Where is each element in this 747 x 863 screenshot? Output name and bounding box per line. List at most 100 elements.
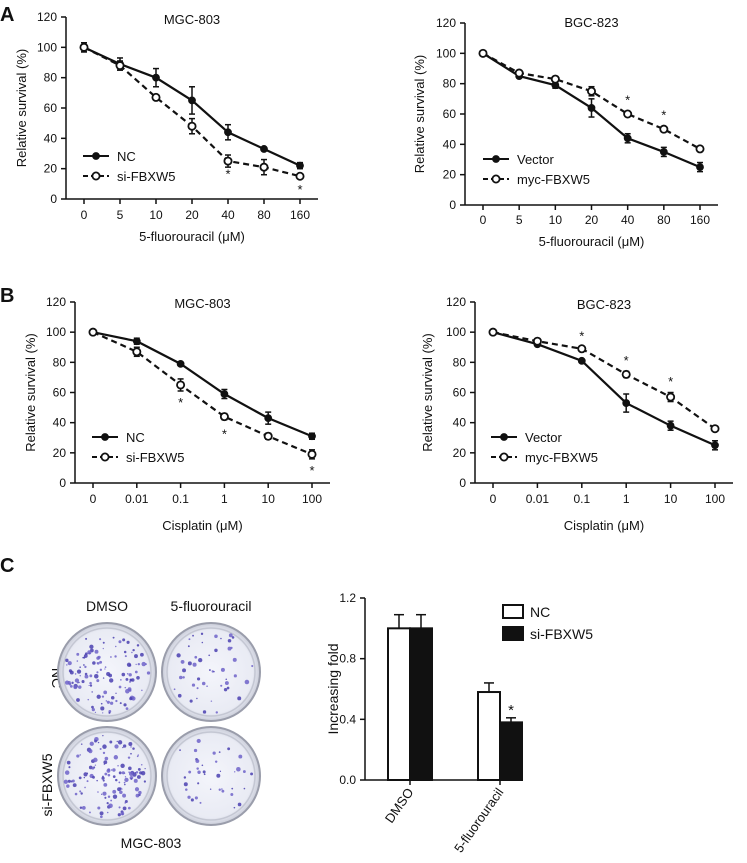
colony [137, 767, 141, 771]
data-point [79, 42, 89, 52]
y-tick-label: 20 [44, 162, 58, 176]
colony [101, 695, 105, 698]
colony [83, 776, 86, 779]
series-line-control [92, 331, 313, 438]
x-tick-label: 10 [549, 213, 563, 227]
colony [76, 754, 80, 758]
legend-label: NC [117, 149, 136, 164]
colony [189, 699, 193, 703]
x-tick-label: 80 [657, 213, 671, 227]
y-tick-label: 120 [446, 295, 466, 309]
colony [87, 650, 92, 655]
x-tick-label: 100 [705, 492, 725, 506]
colony [127, 756, 131, 759]
colony [117, 764, 119, 767]
data-point [176, 380, 186, 390]
colony [107, 773, 111, 777]
colony [103, 763, 106, 765]
colony [123, 783, 126, 786]
y-axis-label: Relative survival (%) [14, 49, 29, 167]
legend-marker [499, 452, 509, 462]
significance-asterisk: * [579, 329, 584, 344]
data-point [260, 145, 268, 153]
colony [126, 640, 130, 644]
colony [231, 787, 234, 790]
colony [101, 776, 105, 780]
y-tick-label: 100 [446, 325, 466, 339]
colony [81, 806, 86, 810]
colony [180, 660, 185, 664]
colony [197, 782, 200, 785]
colony [233, 806, 236, 809]
culture-dish [57, 726, 157, 826]
data-point [623, 109, 633, 119]
colony [99, 811, 104, 816]
panel-label-b: B [0, 285, 14, 307]
colony [93, 739, 96, 741]
x-tick-label: 10 [262, 492, 276, 506]
colony [230, 793, 234, 796]
colony [64, 770, 70, 775]
colony [78, 681, 80, 684]
colony [76, 669, 82, 674]
colony [138, 790, 142, 795]
colony [122, 806, 127, 811]
legend-marker [492, 155, 500, 163]
x-tick-label: 20 [185, 208, 199, 222]
y-axis-label: Relative survival (%) [412, 55, 427, 173]
colony [103, 782, 108, 787]
colony [211, 670, 214, 673]
chart-c-bar: 0.0 0.4 0.8 1.2 Increasing fold DMSO 5-fluorou… [325, 591, 593, 855]
data-point [219, 412, 229, 422]
colony [130, 778, 133, 780]
bar [409, 627, 433, 781]
colony [80, 743, 83, 745]
colony [233, 674, 237, 678]
colony [72, 783, 77, 788]
data-point [187, 121, 197, 131]
colony [201, 764, 204, 767]
colony [197, 770, 201, 774]
colony [130, 746, 132, 748]
colony [76, 660, 79, 662]
colony [94, 764, 97, 766]
colony [112, 794, 118, 799]
data-point [176, 359, 185, 368]
y-tick-label: 120 [37, 10, 57, 24]
colony [225, 678, 228, 680]
data-point [132, 337, 141, 346]
data-point [621, 369, 631, 379]
colony [125, 707, 129, 710]
colony [126, 672, 129, 675]
colony [120, 763, 125, 768]
colony [232, 657, 237, 662]
colony [118, 771, 122, 775]
y-tick-label: 40 [53, 416, 67, 430]
bar [477, 691, 501, 781]
colony [89, 741, 94, 746]
significance-asterisk: * [297, 182, 302, 197]
colony [226, 686, 230, 690]
colony [110, 678, 112, 680]
colony [84, 786, 86, 789]
colony [203, 773, 206, 776]
colony [103, 690, 108, 695]
colony [115, 692, 117, 694]
data-point [710, 424, 720, 434]
colony [140, 763, 143, 766]
data-point [308, 432, 316, 441]
colony [188, 770, 192, 774]
colony [198, 657, 203, 663]
colony [102, 775, 104, 778]
colony [135, 793, 140, 798]
colony [182, 676, 185, 679]
colony [102, 779, 105, 782]
colony [136, 675, 140, 680]
colony [115, 645, 117, 648]
colony [221, 788, 223, 790]
colony [63, 779, 68, 784]
y-tick-label: 0 [449, 198, 456, 212]
colony [176, 653, 181, 658]
x-tick-label: 0.01 [125, 492, 149, 506]
legend-label: si-FBXW5 [117, 169, 176, 184]
